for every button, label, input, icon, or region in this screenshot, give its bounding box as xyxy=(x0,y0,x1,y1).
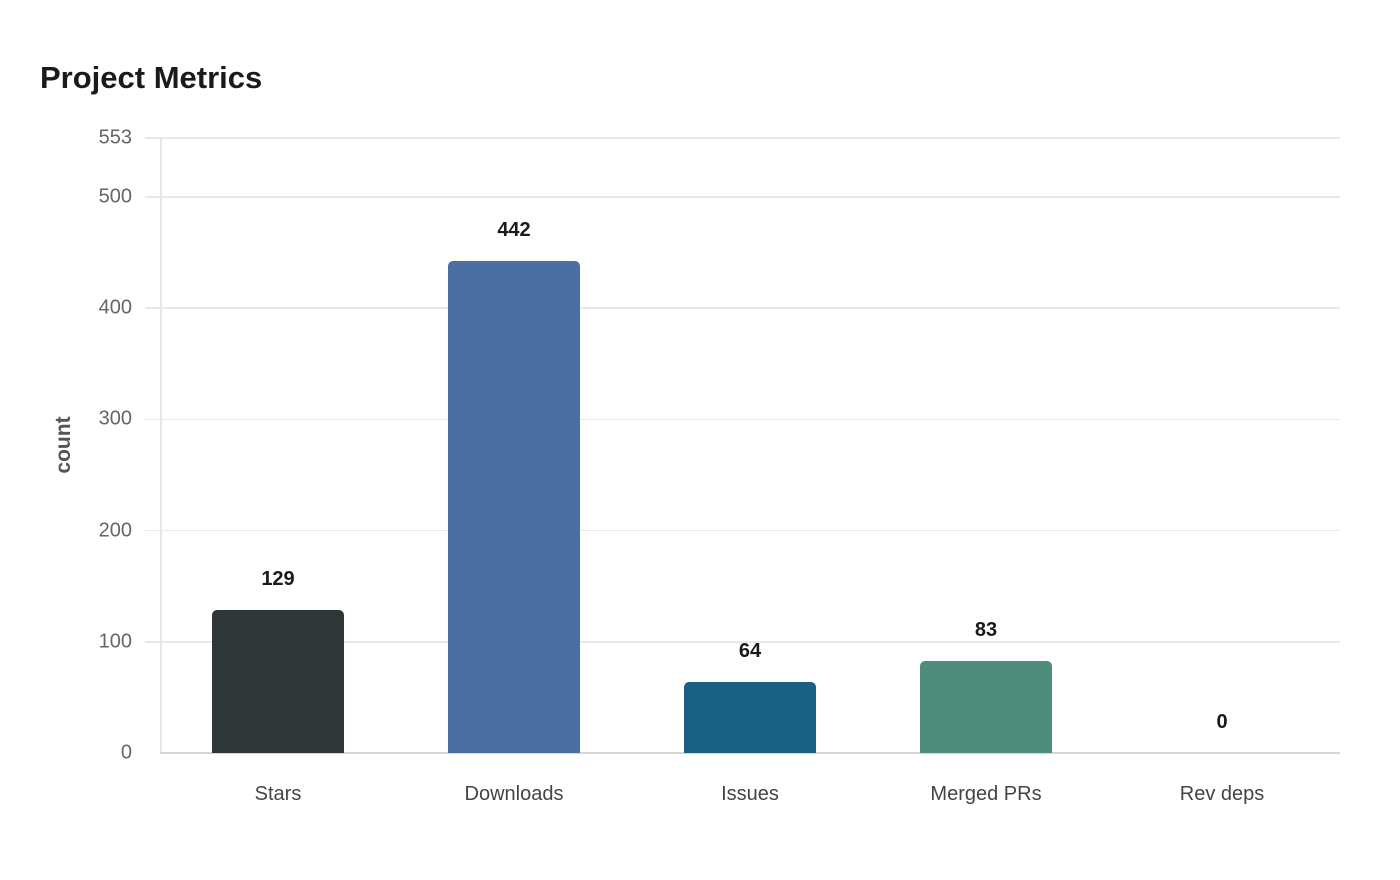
x-tick-label: Merged PRs xyxy=(930,783,1042,805)
bar-value-label: 442 xyxy=(497,219,531,242)
gridline xyxy=(145,529,1340,532)
y-tick-label: 200 xyxy=(98,519,132,542)
plot-area: 0 100 200 300 400 500 553 129 442 64 83 0 xyxy=(99,127,1340,764)
gridline xyxy=(145,137,1340,139)
bar-value-label: 83 xyxy=(974,618,998,641)
y-tick-label: 100 xyxy=(98,630,132,653)
gridline xyxy=(145,307,1340,309)
x-axis-line xyxy=(160,752,1340,754)
y-tick-label: 500 xyxy=(98,185,132,208)
bar-merged-prs[interactable] xyxy=(920,660,1052,753)
bar-stars[interactable] xyxy=(212,609,344,753)
x-tick-label: Downloads xyxy=(464,783,564,805)
x-tick-label: Stars xyxy=(254,783,302,805)
y-tick-label: 400 xyxy=(98,296,132,319)
bar-value-label: 64 xyxy=(738,639,762,662)
gridline xyxy=(145,196,1340,198)
y-tick-label: 0 xyxy=(120,741,132,764)
bar-issues[interactable] xyxy=(684,681,816,753)
y-tick-label: 300 xyxy=(98,407,132,430)
bar-value-label: 0 xyxy=(1216,711,1228,733)
y-axis-line xyxy=(160,138,162,753)
gridline xyxy=(145,418,1340,421)
bar-downloads[interactable] xyxy=(448,261,580,753)
chart-title: Project Metrics xyxy=(40,60,263,95)
y-tick-label: 553 xyxy=(98,126,132,149)
x-tick-label: Issues xyxy=(721,783,779,805)
x-tick-label: Rev deps xyxy=(1179,783,1265,805)
bar-value-label: 129 xyxy=(261,567,295,590)
gridline xyxy=(145,641,1340,643)
